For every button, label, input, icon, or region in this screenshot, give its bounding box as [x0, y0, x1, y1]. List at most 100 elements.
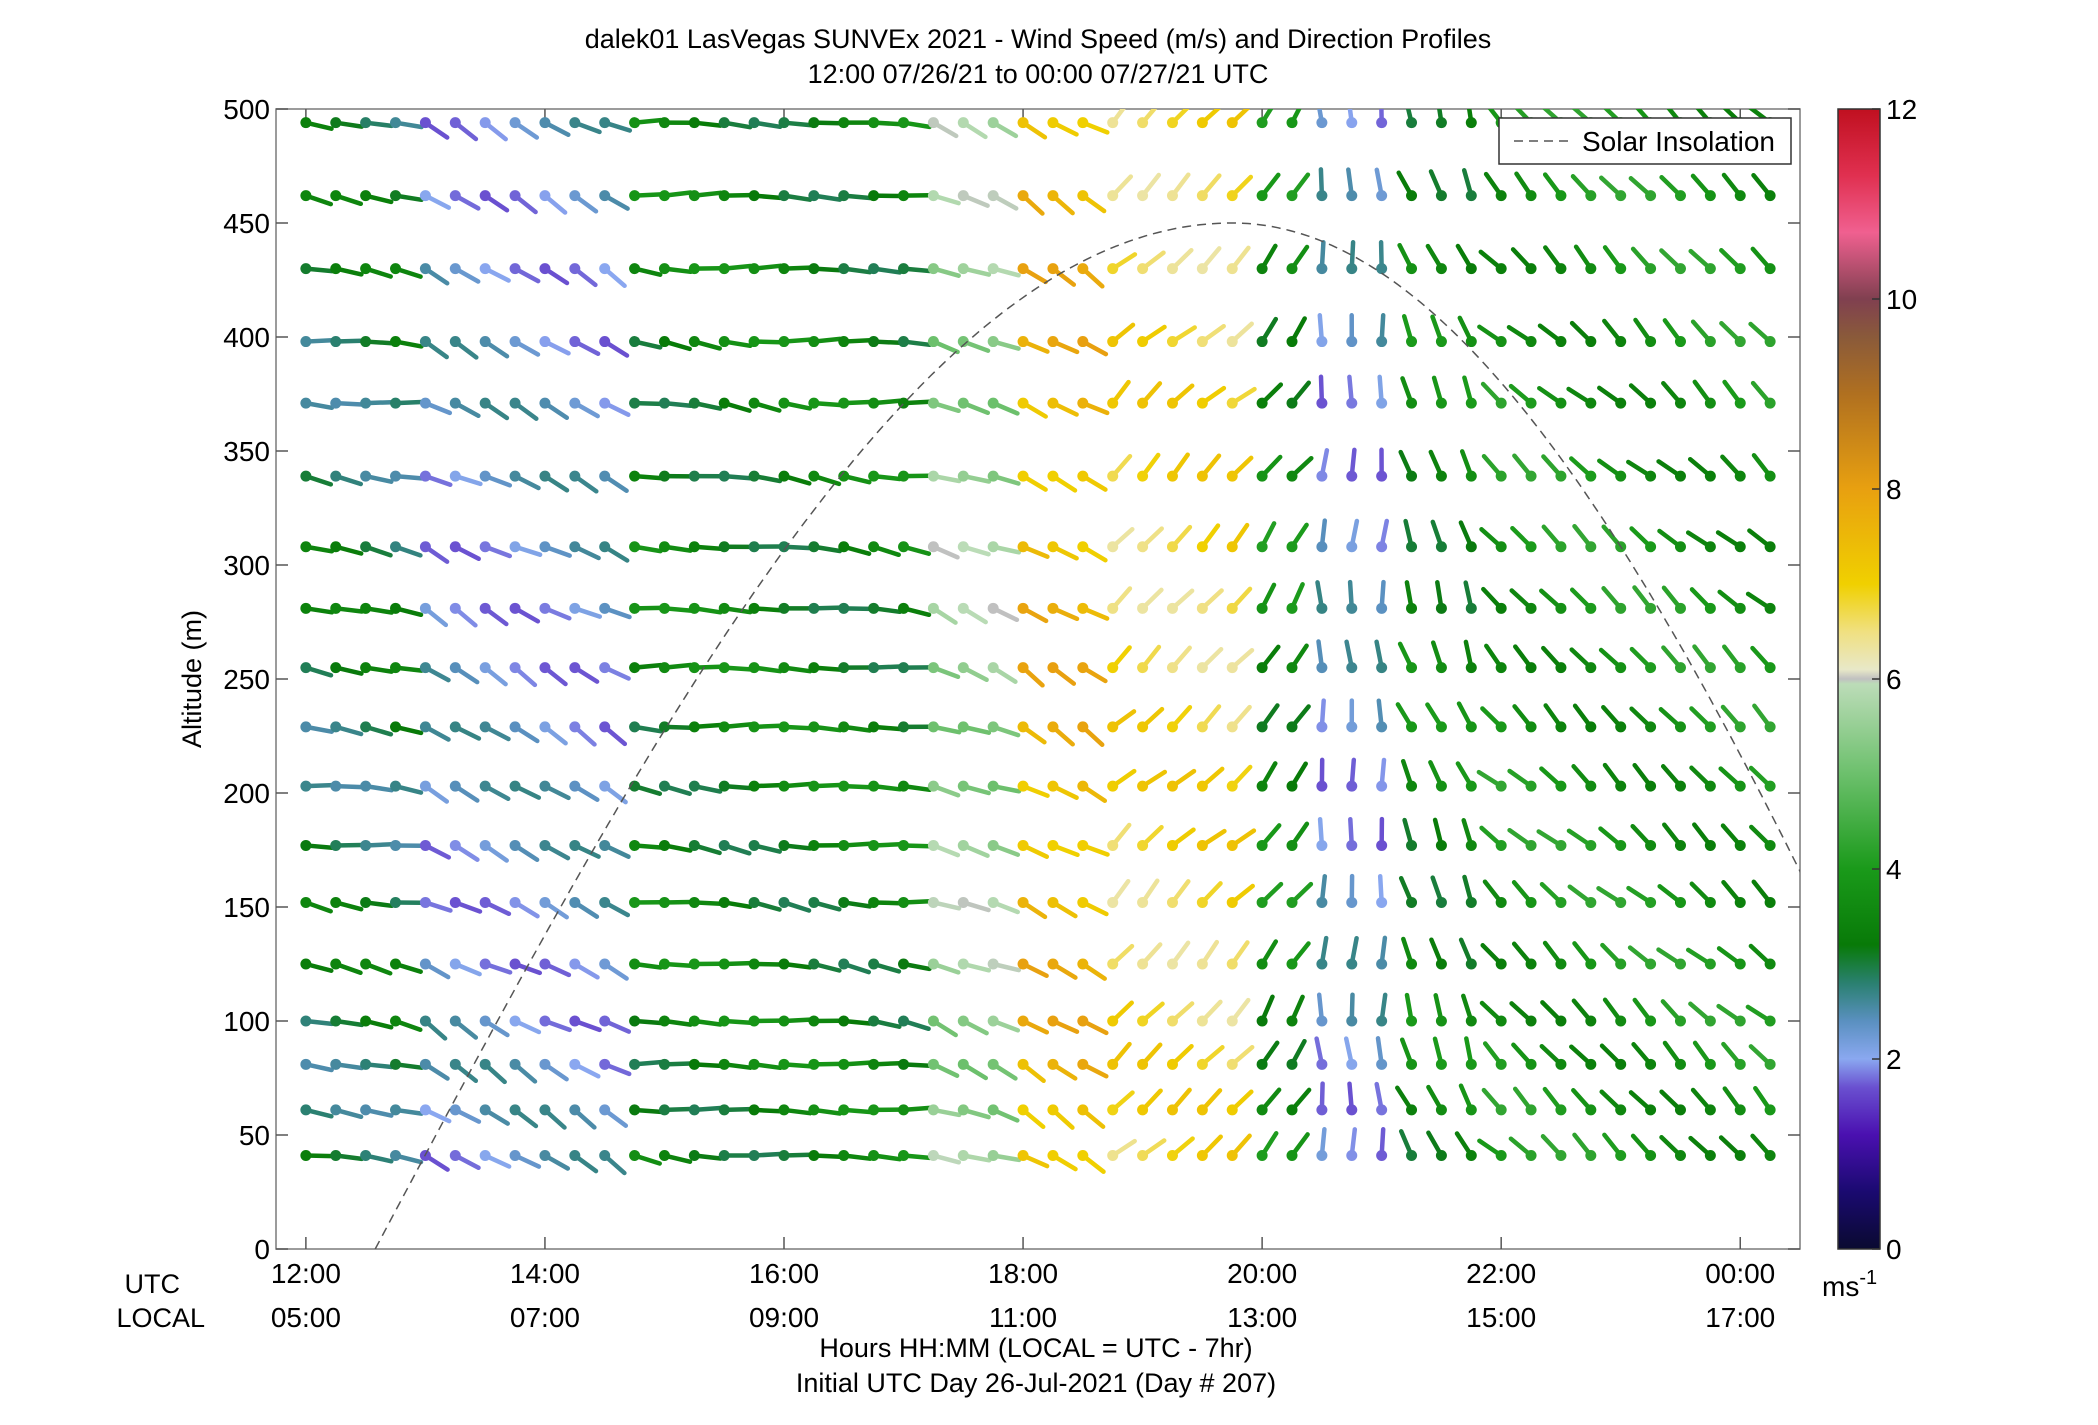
wind-vector [1721, 879, 1746, 908]
wind-vector [449, 839, 480, 862]
wind-vector-dot [1047, 1104, 1059, 1116]
wind-vector-dot [1077, 470, 1089, 482]
wind-vector [1137, 587, 1164, 614]
wind-vector-dot [569, 602, 581, 614]
wind-vector-dot [898, 117, 910, 129]
wind-vector-dot [1585, 470, 1597, 482]
wind-vector-dot [1734, 1150, 1746, 1162]
wind-vector-dot [1226, 397, 1238, 409]
wind-vector-dot [927, 1150, 939, 1162]
x-tick-label-local: 13:00 [1227, 1302, 1297, 1333]
wind-vector-dot [330, 721, 342, 733]
wind-vector [868, 117, 903, 129]
y-tick-label: 100 [223, 1006, 270, 1037]
x-tick-label-utc: 22:00 [1466, 1258, 1536, 1289]
wind-vector-dot [1047, 896, 1059, 908]
wind-vector [300, 336, 335, 348]
wind-vector [868, 1150, 902, 1162]
wind-vector-dot [1196, 470, 1208, 482]
wind-vector [1397, 242, 1418, 275]
wind-vector [658, 602, 693, 614]
wind-vector [449, 1150, 481, 1171]
wind-vector [1107, 1090, 1135, 1116]
wind-vector [1256, 454, 1283, 482]
wind-vector [1510, 525, 1537, 553]
wind-vector-dot [1585, 958, 1597, 970]
wind-vector-dot [509, 1150, 521, 1162]
wind-vector [300, 470, 334, 487]
colorbar-unit-exp: -1 [1859, 1267, 1877, 1289]
wind-vector [1256, 1087, 1282, 1116]
wind-vector-dot [778, 721, 790, 733]
wind-vector-dot [1525, 397, 1537, 409]
wind-vector [748, 958, 783, 970]
wind-vector [1479, 825, 1507, 851]
wind-vector [1077, 541, 1108, 563]
wind-vector-dot [449, 958, 461, 970]
wind-vector-dot [1465, 662, 1477, 674]
wind-vector-dot [748, 780, 760, 792]
wind-vector-dot [1346, 397, 1358, 409]
wind-vector [300, 721, 334, 734]
wind-vector [539, 958, 572, 978]
wind-vector [1399, 1037, 1418, 1070]
wind-vector [1047, 1150, 1078, 1172]
wind-vector [1461, 993, 1477, 1027]
wind-vector-dot [1734, 1015, 1746, 1027]
wind-vector-dot [1107, 1058, 1119, 1070]
wind-vector-dot [539, 117, 551, 129]
wind-vector [1455, 761, 1477, 792]
wind-vector [330, 1150, 365, 1162]
wind-vector [1602, 318, 1627, 348]
wind-vector [509, 263, 541, 284]
wind-vector [868, 263, 902, 275]
wind-vector-dot [300, 1150, 312, 1162]
wind-vector-dot [629, 958, 641, 970]
wind-vector [1457, 315, 1477, 348]
wind-vector [1430, 875, 1447, 908]
wind-vector [1433, 993, 1447, 1027]
wind-vector-dot [360, 1015, 372, 1027]
wind-vector-dot [449, 117, 461, 129]
wind-vector-dot [1645, 662, 1657, 674]
wind-vector-dot [629, 662, 641, 674]
wind-vector-dot [509, 1058, 521, 1070]
wind-vector-dot [1047, 1150, 1059, 1162]
wind-vector-dot [599, 263, 611, 275]
wind-vector [808, 470, 842, 487]
wind-vector [718, 662, 753, 674]
wind-vector-dot [808, 470, 820, 482]
wind-vector-dot [1137, 1104, 1149, 1116]
y-tick-label: 450 [223, 208, 270, 239]
wind-vector-dot [509, 780, 521, 792]
wind-vector-dot [778, 190, 790, 202]
wind-vector-dot [599, 896, 611, 908]
wind-vector [927, 397, 961, 414]
wind-vector [1166, 452, 1190, 482]
wind-vector [898, 541, 932, 556]
wind-vector [1047, 1058, 1078, 1081]
wind-vector [987, 541, 1022, 555]
y-tick-label: 400 [223, 322, 270, 353]
wind-vector [987, 602, 1020, 623]
wind-vector [1047, 397, 1079, 417]
wind-vector-dot [390, 721, 402, 733]
wind-vector [898, 721, 933, 733]
wind-vector [1508, 1136, 1537, 1162]
wind-vector-dot [1645, 602, 1657, 614]
wind-vector-dot [1585, 662, 1597, 674]
wind-vector [1346, 313, 1358, 348]
wind-vector [838, 602, 873, 614]
wind-vector-dot [390, 780, 402, 792]
wind-vector-dot [688, 397, 700, 409]
wind-vector-dot [1047, 397, 1059, 409]
wind-vector-dot [569, 958, 581, 970]
wind-vector [1286, 522, 1309, 553]
wind-vector [479, 602, 509, 627]
wind-vector [1633, 317, 1657, 348]
wind-vector [390, 470, 424, 482]
wind-vector [569, 397, 600, 419]
wind-vector-dot [1435, 1058, 1447, 1070]
wind-vector-dot [539, 190, 551, 202]
wind-vector-dot [1734, 839, 1746, 851]
